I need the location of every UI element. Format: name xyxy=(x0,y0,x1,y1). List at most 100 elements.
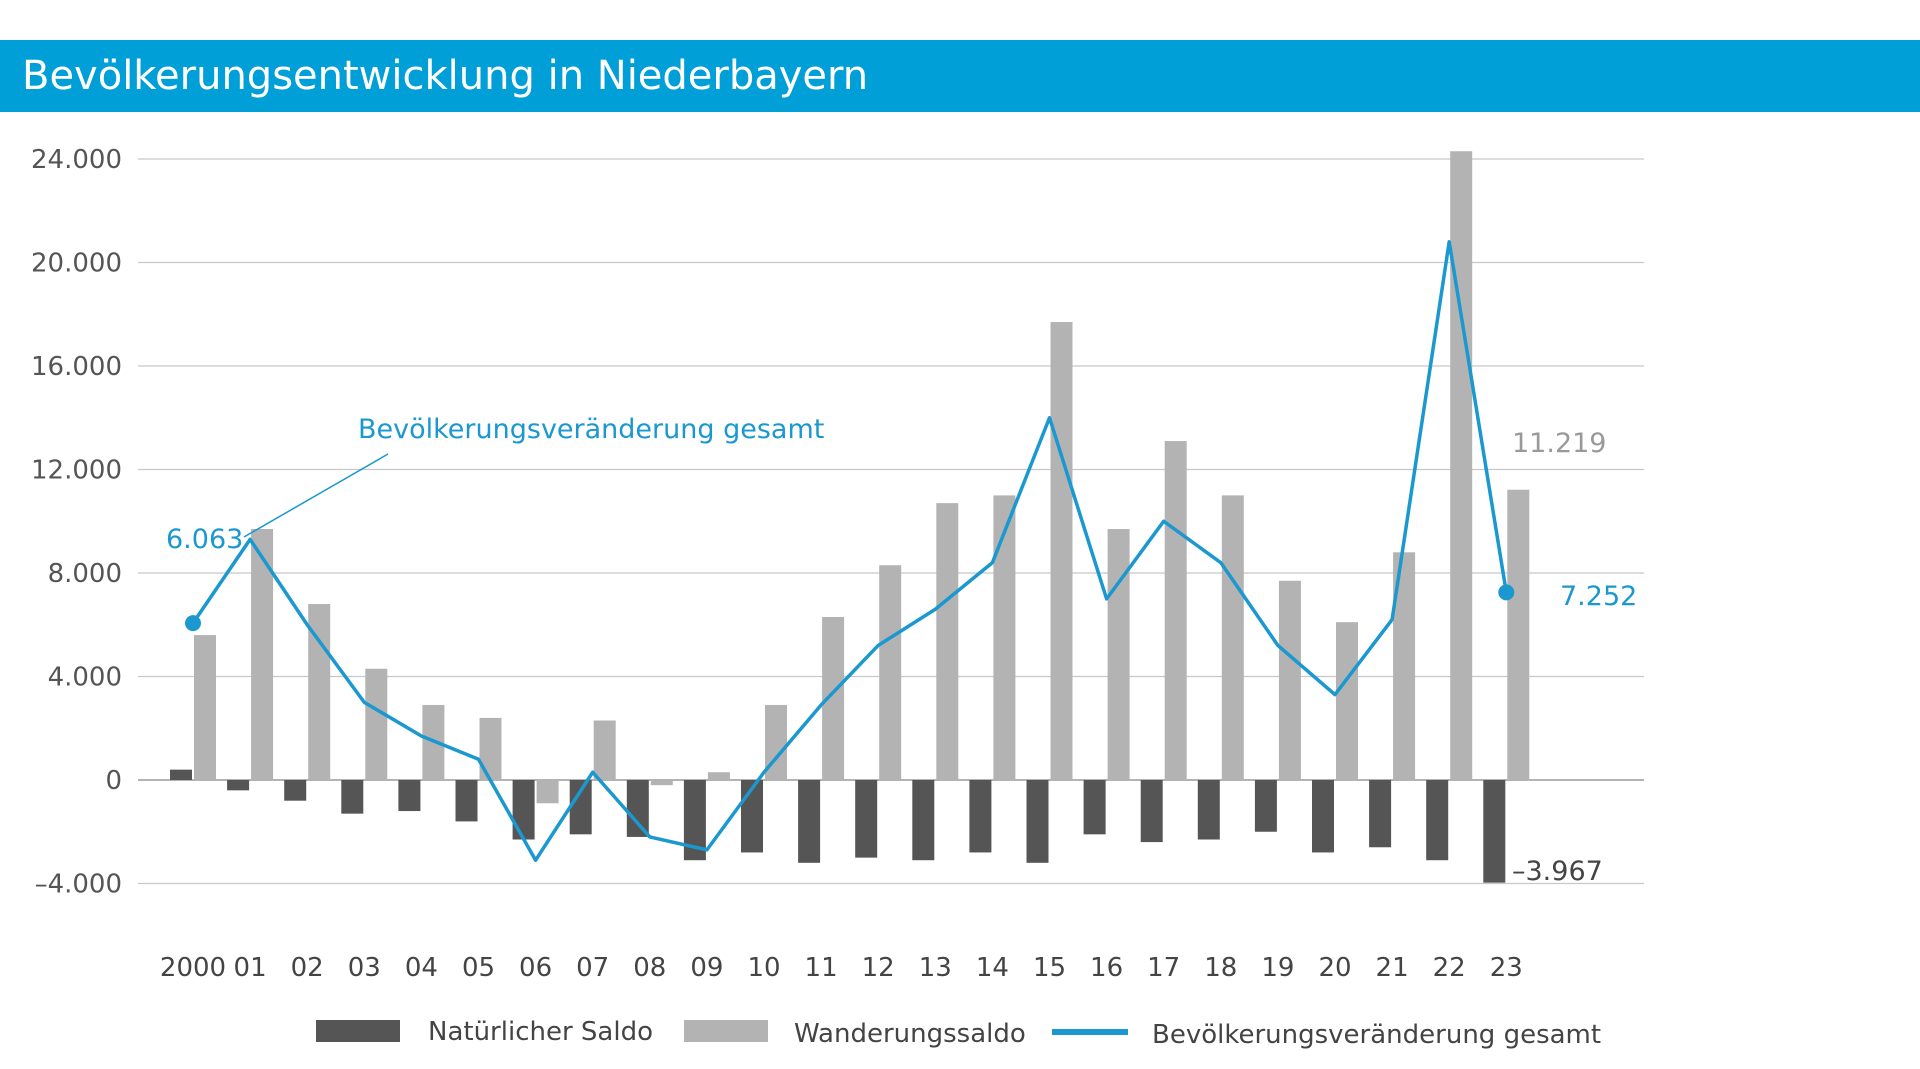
first-total-label: 6.063 xyxy=(166,524,243,555)
x-tick-label: 23 xyxy=(1490,953,1523,983)
natural-bar xyxy=(341,780,364,814)
total-point xyxy=(1498,584,1515,601)
migration-bar xyxy=(251,529,274,780)
x-tick-label: 18 xyxy=(1204,953,1237,983)
natural-bar xyxy=(969,780,992,853)
x-tick-label: 20 xyxy=(1318,953,1351,983)
y-tick-label: 20.000 xyxy=(31,249,122,279)
total-line-layer xyxy=(185,240,1515,862)
migration-bar xyxy=(879,565,902,780)
y-tick-label: 24.000 xyxy=(31,145,122,175)
migration-bar xyxy=(1278,580,1301,780)
migration-bar xyxy=(1050,322,1073,780)
legend-label-natural: Natürlicher Saldo xyxy=(428,1017,653,1047)
migration-bar xyxy=(993,495,1016,780)
x-tick-label: 15 xyxy=(1033,953,1066,983)
x-tick-label: 12 xyxy=(862,953,895,983)
migration-bar xyxy=(1336,622,1358,780)
migration-bar xyxy=(707,772,730,780)
natural-bar xyxy=(455,780,478,822)
x-tick-label: 07 xyxy=(576,953,609,983)
migration-bar xyxy=(1450,151,1473,781)
x-tick-label: 16 xyxy=(1090,953,1123,983)
x-tick-label: 09 xyxy=(690,953,723,983)
natural-bar xyxy=(683,780,706,861)
legend-label-migration: Wanderungssaldo xyxy=(794,1019,1026,1049)
natural-bar xyxy=(1083,780,1106,835)
migration-bar xyxy=(1164,441,1187,780)
last-total-label: 7.252 xyxy=(1560,581,1637,612)
natural-bar xyxy=(1140,780,1163,843)
x-tick-label: 03 xyxy=(348,953,381,983)
natural-bar xyxy=(1254,780,1277,832)
y-tick-label: 12.000 xyxy=(31,456,122,486)
chart-title: Bevölkerungsentwicklung in Niederbayern xyxy=(22,53,869,99)
migration-bar xyxy=(936,503,959,780)
migration-bar xyxy=(765,704,787,780)
x-tick-label: 21 xyxy=(1376,953,1409,983)
migration-bar xyxy=(1107,529,1130,780)
legend-swatch-migration xyxy=(684,1020,768,1042)
x-tick-label: 01 xyxy=(234,953,267,983)
natural-bar xyxy=(798,780,821,863)
y-tick-label: 0 xyxy=(105,766,122,796)
x-tick-label: 08 xyxy=(633,953,666,983)
migration-bar xyxy=(650,780,673,786)
x-tick-label: 17 xyxy=(1147,953,1180,983)
x-tick-label: 19 xyxy=(1261,953,1294,983)
total-line xyxy=(191,240,1509,862)
x-tick-label: 06 xyxy=(519,953,552,983)
natural-bar xyxy=(1483,780,1506,883)
migration-bar xyxy=(365,668,388,780)
x-tick-label: 22 xyxy=(1433,953,1466,983)
natural-bar xyxy=(855,780,878,858)
total-point xyxy=(185,615,201,632)
y-axis-ticks: 24.000 20.000 16.000 12.000 8.000 4.000 0 –4.00… xyxy=(31,145,122,900)
bars xyxy=(170,151,1530,883)
natural-bar xyxy=(398,780,421,812)
annotations: Bevölkerungsveränderung gesamt 6.063 7.2… xyxy=(166,414,1637,887)
migration-bar xyxy=(536,780,559,804)
x-axis-ticks: 2000 01 02 03 04 05 06 07 08 09 10 11 12 13 14 15 16 17 18… xyxy=(160,953,1523,983)
migration-bar xyxy=(1393,552,1416,780)
x-tick-label: 11 xyxy=(805,953,838,983)
natural-bar xyxy=(1426,780,1449,861)
natural-bar xyxy=(1026,780,1049,863)
chart-header: Bevölkerungsentwicklung in Niederbayern xyxy=(0,40,1920,112)
natural-bar xyxy=(1369,780,1392,848)
x-tick-label: 13 xyxy=(919,953,952,983)
natural-bar xyxy=(170,769,192,780)
y-tick-label: 16.000 xyxy=(31,352,122,382)
natural-bar xyxy=(912,780,935,861)
migration-bar xyxy=(1221,495,1244,780)
y-tick-label: 4.000 xyxy=(48,663,122,693)
natural-bar xyxy=(1312,780,1334,853)
line-label-connector xyxy=(243,453,389,538)
x-tick-label: 04 xyxy=(405,953,438,983)
migration-bar xyxy=(194,635,216,780)
line-label-annotation: Bevölkerungsveränderung gesamt xyxy=(358,414,824,445)
natural-bar xyxy=(512,780,535,840)
x-tick-label: 05 xyxy=(462,953,495,983)
last-migration-label: 11.219 xyxy=(1512,428,1606,459)
natural-bar xyxy=(227,780,250,791)
x-tick-label: 2000 xyxy=(160,953,226,983)
migration-bar xyxy=(479,717,502,780)
legend-label-total: Bevölkerungsveränderung gesamt xyxy=(1152,1020,1601,1050)
x-tick-label: 02 xyxy=(291,953,324,983)
legend-swatch-natural xyxy=(316,1020,400,1042)
legend: Natürlicher Saldo Wanderungssaldo Bevölk… xyxy=(316,1017,1601,1050)
natural-bar xyxy=(284,780,307,801)
y-tick-label: 8.000 xyxy=(48,559,122,589)
migration-bar xyxy=(593,720,616,780)
y-tick-label: –4.000 xyxy=(35,870,122,900)
x-tick-label: 10 xyxy=(747,953,780,983)
natural-bar xyxy=(626,780,649,837)
natural-bar xyxy=(1197,780,1220,840)
migration-bar xyxy=(1507,489,1530,780)
migration-bar xyxy=(822,616,845,780)
x-tick-label: 14 xyxy=(976,953,1009,983)
natural-bar xyxy=(569,780,592,835)
last-natural-label: –3.967 xyxy=(1512,856,1603,887)
